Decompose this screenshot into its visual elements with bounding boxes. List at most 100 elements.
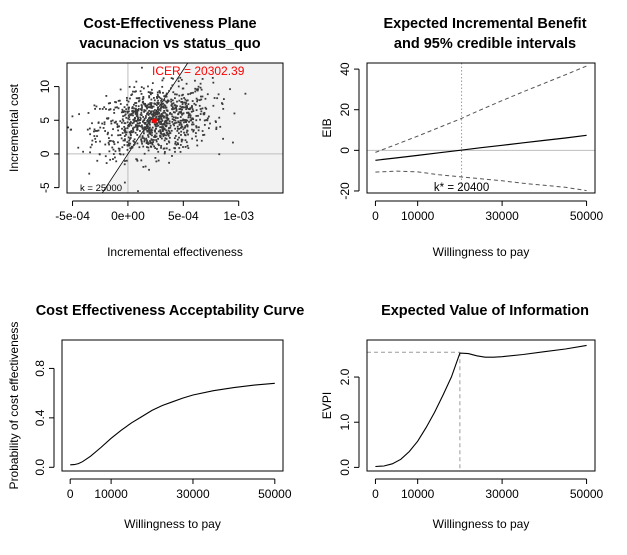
simulation-point: [189, 114, 192, 117]
simulation-point: [179, 121, 182, 124]
simulation-point: [173, 107, 175, 110]
simulation-point: [91, 139, 94, 142]
simulation-point: [141, 136, 144, 139]
simulation-point: [244, 92, 247, 95]
simulation-point: [197, 129, 200, 132]
simulation-point: [94, 130, 97, 132]
simulation-point: [151, 134, 153, 137]
simulation-point: [130, 145, 133, 148]
simulation-point: [180, 130, 183, 133]
simulation-point: [117, 99, 120, 102]
simulation-point: [146, 130, 149, 133]
simulation-point: [167, 140, 170, 143]
simulation-point: [168, 127, 170, 129]
simulation-point: [132, 118, 135, 121]
simulation-point: [140, 112, 143, 114]
simulation-point: [164, 105, 167, 108]
simulation-point: [115, 101, 117, 104]
simulation-point: [126, 99, 128, 102]
simulation-point: [190, 106, 193, 109]
simulation-point: [136, 122, 139, 125]
simulation-point: [129, 122, 131, 125]
simulation-point: [196, 99, 199, 101]
simulation-point: [141, 98, 144, 101]
simulation-point: [111, 146, 114, 149]
simulation-point: [148, 121, 150, 124]
simulation-point: [146, 129, 149, 132]
simulation-point: [137, 122, 140, 125]
simulation-point: [141, 106, 143, 109]
simulation-point: [182, 87, 185, 90]
simulation-point: [103, 106, 106, 109]
simulation-point: [96, 130, 99, 132]
simulation-point: [139, 108, 142, 111]
simulation-point: [133, 110, 136, 113]
simulation-point: [107, 141, 110, 144]
simulation-point: [110, 134, 113, 137]
simulation-point: [137, 105, 140, 108]
simulation-point: [133, 142, 136, 145]
ceac-curve: [70, 382, 275, 466]
evpi-x-axis-label: Willingness to pay: [433, 517, 530, 531]
simulation-point: [168, 112, 171, 115]
ce-plane-y-tick-label: -5: [38, 182, 52, 193]
ce-plane-title-line-2: vacunacion vs status_quo: [79, 36, 260, 52]
simulation-point: [139, 117, 142, 120]
simulation-point: [174, 147, 176, 150]
simulation-point: [192, 130, 195, 133]
simulation-point: [131, 122, 134, 125]
simulation-point: [149, 103, 152, 106]
simulation-point: [191, 128, 193, 131]
eib-y-tick-label: 0: [338, 147, 352, 154]
simulation-point: [118, 149, 121, 152]
simulation-point: [173, 104, 176, 107]
simulation-point: [167, 100, 170, 102]
ce-plane-y-tick-label: 5: [38, 117, 52, 124]
simulation-point: [142, 97, 145, 100]
simulation-point: [194, 135, 197, 138]
simulation-point: [120, 137, 123, 140]
simulation-point: [151, 126, 154, 129]
simulation-point: [160, 132, 163, 135]
simulation-point: [156, 91, 159, 94]
simulation-point: [102, 127, 105, 129]
simulation-point: [125, 133, 127, 136]
simulation-point: [165, 100, 167, 103]
simulation-point: [149, 102, 152, 104]
simulation-point: [163, 127, 165, 130]
simulation-point: [160, 137, 163, 140]
simulation-point: [143, 110, 145, 113]
simulation-point: [157, 159, 160, 162]
simulation-point: [149, 119, 152, 122]
simulation-point: [176, 117, 179, 119]
simulation-point: [183, 101, 186, 104]
simulation-point: [114, 121, 117, 124]
simulation-point: [134, 107, 137, 110]
evpi-panel: Expected Value of Information 0 10000 30000…: [320, 303, 604, 531]
simulation-point: [160, 104, 163, 107]
simulation-point: [185, 99, 188, 102]
simulation-point: [176, 138, 179, 141]
simulation-point: [132, 130, 135, 133]
simulation-point: [147, 149, 150, 152]
simulation-point: [155, 104, 158, 107]
simulation-point: [136, 124, 139, 127]
simulation-point: [147, 111, 149, 114]
simulation-point: [183, 119, 186, 121]
simulation-point: [165, 122, 168, 125]
simulation-point: [162, 91, 164, 94]
plot-clip-group: [70, 382, 275, 466]
simulation-point: [126, 111, 129, 114]
simulation-point: [170, 105, 173, 107]
simulation-point: [181, 113, 183, 116]
simulation-point: [146, 120, 149, 122]
eib-title-line-2: and 95% credible intervals: [394, 36, 576, 52]
simulation-point: [115, 120, 117, 123]
simulation-point: [144, 102, 147, 105]
simulation-point: [206, 119, 209, 122]
simulation-point: [150, 118, 153, 121]
simulation-point: [196, 89, 199, 92]
simulation-point: [136, 112, 139, 114]
simulation-point: [140, 86, 143, 89]
simulation-point: [105, 162, 108, 164]
